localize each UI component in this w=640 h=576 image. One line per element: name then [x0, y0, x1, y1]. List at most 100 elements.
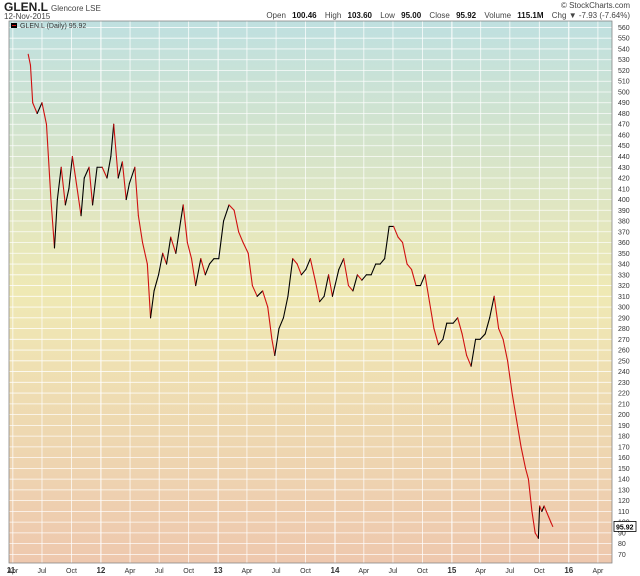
y-tick-label: 160 — [618, 455, 630, 462]
price-segment — [323, 274, 330, 297]
price-segment — [134, 166, 139, 217]
y-tick-label: 280 — [618, 326, 630, 333]
open-label: Open — [266, 11, 286, 20]
price-segment — [125, 182, 130, 201]
price-segment — [511, 392, 518, 421]
price-segment — [278, 317, 284, 330]
price-segment — [170, 236, 177, 254]
close-label: Close — [429, 11, 450, 20]
y-tick-label: 360 — [618, 240, 630, 247]
price-segment — [309, 258, 316, 281]
price-segment — [406, 263, 413, 270]
price-segment — [27, 53, 32, 66]
price-segment — [300, 268, 307, 276]
y-tick-label: 340 — [618, 262, 630, 269]
x-tick-label: Apr — [7, 568, 19, 575]
y-tick-label: 250 — [618, 358, 630, 365]
price-segment — [36, 102, 43, 115]
price-segment — [238, 231, 244, 244]
y-tick-label: 420 — [618, 176, 630, 183]
price-segment — [121, 161, 127, 201]
price-segment — [190, 258, 197, 287]
price-segment — [83, 166, 90, 179]
price-segment — [157, 252, 164, 276]
price-segment — [305, 258, 311, 270]
price-segment — [71, 155, 77, 179]
x-tick-label: Oct — [183, 568, 194, 575]
y-tick-label: 240 — [618, 369, 630, 376]
price-segment — [537, 505, 541, 539]
y-tick-label: 440 — [618, 154, 630, 161]
high-value: 103.60 — [347, 11, 372, 20]
price-segment — [539, 505, 543, 512]
price-segment — [489, 295, 495, 319]
y-tick-label: 460 — [618, 132, 630, 139]
price-segment — [461, 333, 468, 356]
price-segment — [424, 274, 431, 303]
open-value: 100.46 — [292, 11, 317, 20]
price-segment — [117, 161, 123, 179]
price-segment — [50, 198, 56, 249]
x-tick-label: 12 — [96, 566, 105, 575]
company-name: Glencore LSE — [51, 4, 101, 13]
plot-border — [8, 20, 613, 564]
price-segment — [137, 215, 144, 244]
price-segment — [433, 328, 439, 346]
y-tick-label: 320 — [618, 283, 630, 290]
price-segment — [296, 263, 302, 276]
y-tick-label: 170 — [618, 444, 630, 451]
y-tick-label: 270 — [618, 337, 630, 344]
y-tick-label: 120 — [618, 498, 630, 505]
price-segment — [110, 123, 115, 158]
high-label: High — [324, 11, 342, 20]
y-tick-label: 560 — [618, 25, 630, 32]
brand-label: © StockCharts.com — [560, 1, 630, 10]
price-segment — [370, 263, 377, 276]
price-segment — [141, 241, 148, 265]
price-segment — [437, 338, 444, 346]
price-segment — [384, 225, 390, 260]
price-segment — [352, 274, 358, 292]
ohlc-readout: Open 100.46 High 103.60 Low 95.00 Close … — [266, 11, 630, 20]
y-tick-label: 190 — [618, 423, 630, 430]
price-segment — [397, 236, 404, 244]
price-segment — [233, 209, 240, 233]
price-segment — [520, 446, 527, 469]
price-segment — [251, 284, 258, 297]
y-tick-label: 370 — [618, 229, 630, 236]
price-segment — [541, 505, 545, 512]
volume-label: Volume — [484, 11, 512, 20]
price-segment — [507, 360, 513, 394]
y-tick-label: 510 — [618, 79, 630, 86]
price-segment — [470, 338, 477, 367]
y-tick-label: 400 — [618, 197, 630, 204]
last-value-tag — [613, 521, 637, 532]
chart-date: 12-Nov-2015 — [4, 12, 51, 21]
y-tick-label: 90 — [618, 530, 626, 537]
x-tick-label: Apr — [475, 568, 487, 575]
y-tick-label: 220 — [618, 391, 630, 398]
x-tick-label: 15 — [447, 566, 456, 575]
price-segment — [484, 317, 491, 335]
y-tick-label: 130 — [618, 487, 630, 494]
y-tick-label: 520 — [618, 68, 630, 75]
x-tick-label: Apr — [241, 568, 253, 575]
price-segment — [247, 252, 253, 287]
price-segment — [274, 328, 280, 356]
y-tick-label: 230 — [618, 380, 630, 387]
symbol-title: GLEN.L Glencore LSE — [4, 0, 101, 14]
price-segment — [186, 241, 193, 260]
price-segment — [428, 301, 435, 330]
volume-value: 115.1M — [517, 11, 544, 20]
y-tick-label: 540 — [618, 46, 630, 53]
y-tick-label: 450 — [618, 143, 630, 150]
x-tick-label: Apr — [125, 568, 137, 575]
price-segment — [287, 258, 294, 297]
low-label: Low — [380, 11, 395, 20]
price-segment — [442, 322, 448, 340]
x-tick-label: Oct — [300, 568, 311, 575]
plot-background — [9, 21, 612, 563]
price-segment — [180, 204, 184, 222]
price-segment — [113, 123, 119, 179]
